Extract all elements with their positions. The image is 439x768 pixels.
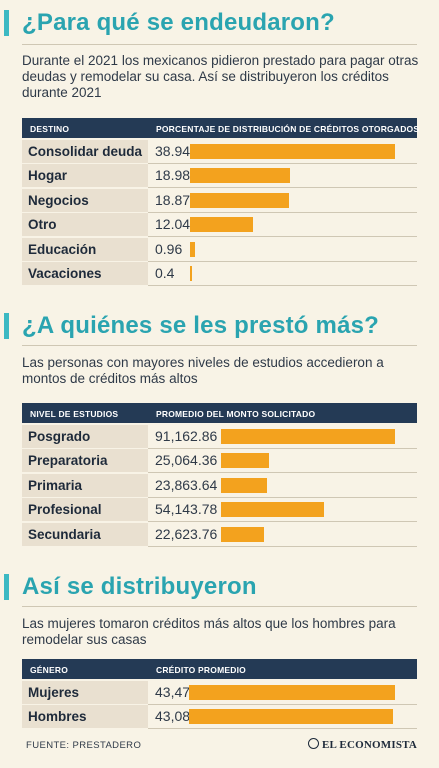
title-accent-1 bbox=[4, 10, 9, 36]
row-divider bbox=[148, 448, 417, 449]
row-value: 18.87 bbox=[155, 191, 191, 208]
table-row: Vacaciones 0.4 bbox=[22, 262, 417, 286]
section-2-description: Las personas con mayores niveles de estu… bbox=[22, 355, 384, 386]
row-label: Posgrado bbox=[22, 425, 148, 448]
row-divider bbox=[148, 496, 417, 498]
table-3-col2: Crédito promedio bbox=[156, 665, 246, 675]
table-1-header: Destino Porcentaje de distribución de cr… bbox=[22, 118, 420, 138]
title-rule-2 bbox=[22, 345, 417, 346]
bar bbox=[190, 241, 196, 257]
table-1-col2: Porcentaje de distribución de créditos o… bbox=[156, 124, 420, 134]
logo-mark-icon bbox=[308, 738, 319, 749]
row-divider bbox=[148, 728, 417, 730]
bar bbox=[190, 266, 193, 281]
row-divider bbox=[148, 472, 417, 474]
row-divider bbox=[148, 187, 417, 189]
row-label: Otro bbox=[22, 213, 148, 237]
title-accent-3 bbox=[4, 574, 9, 600]
table-row: Consolidar deuda 38.94 bbox=[22, 140, 417, 164]
row-divider bbox=[148, 211, 417, 213]
table-row: Hogar 18.98 bbox=[22, 164, 417, 189]
row-value: 0.96 bbox=[155, 240, 183, 257]
row-label: Profesional bbox=[22, 498, 148, 522]
row-value: 12.04 bbox=[155, 216, 191, 233]
bar bbox=[221, 477, 267, 493]
row-label: Secundaria bbox=[22, 522, 148, 546]
row-label: Consolidar deuda bbox=[22, 140, 148, 163]
section-3-description: Las mujeres tomaron créditos más altos q… bbox=[22, 616, 396, 647]
row-value: 0.4 bbox=[155, 265, 175, 281]
section-3-title: Así se distribuyeron bbox=[22, 573, 257, 600]
table-row: Hombres 43,088 bbox=[22, 705, 417, 730]
row-value: 25,064.36 bbox=[155, 452, 218, 469]
table-row: Profesional 54,143.78 bbox=[22, 498, 417, 523]
row-label: Vacaciones bbox=[22, 262, 148, 285]
table-row: Educación 0.96 bbox=[22, 237, 417, 262]
row-divider bbox=[148, 236, 417, 238]
bar bbox=[221, 429, 395, 444]
title-rule-3 bbox=[22, 606, 417, 607]
row-label: Mujeres bbox=[22, 681, 148, 704]
row-value: 38.94 bbox=[155, 143, 191, 159]
bar bbox=[190, 168, 290, 184]
row-value: 43,088 bbox=[155, 708, 198, 725]
row-value: 54,143.78 bbox=[155, 501, 218, 518]
table-row: Otro 12.04 bbox=[22, 213, 417, 238]
table-row: Secundaria 22,623.76 bbox=[22, 522, 417, 547]
table-2-header: Nivel de estudios Promedio del monto sol… bbox=[22, 403, 417, 423]
row-label: Hogar bbox=[22, 164, 148, 188]
row-divider bbox=[148, 545, 417, 547]
table-row: Primaria 23,863.64 bbox=[22, 473, 417, 498]
row-divider bbox=[148, 260, 417, 262]
row-label: Educación bbox=[22, 237, 148, 261]
row-divider bbox=[148, 521, 417, 523]
bar bbox=[221, 453, 269, 469]
bar bbox=[189, 709, 394, 725]
section-1-title: ¿Para qué se endeudaron? bbox=[22, 9, 335, 36]
table-3-header: Género Crédito promedio bbox=[22, 659, 417, 679]
table-row: Mujeres 43,476 bbox=[22, 681, 417, 705]
table-2-col2: Promedio del monto solicitado bbox=[156, 409, 316, 419]
table-row: Posgrado 91,162.86 bbox=[22, 425, 417, 449]
table-row: Negocios 18.87 bbox=[22, 188, 417, 213]
title-accent-2 bbox=[4, 313, 9, 339]
bar bbox=[190, 144, 395, 159]
row-value: 91,162.86 bbox=[155, 428, 218, 444]
row-label: Negocios bbox=[22, 188, 148, 212]
row-value: 22,623.76 bbox=[155, 525, 218, 542]
bar bbox=[190, 217, 254, 233]
row-divider bbox=[148, 704, 417, 705]
row-value: 43,476 bbox=[155, 684, 198, 700]
table-1-col1: Destino bbox=[30, 124, 70, 134]
row-divider bbox=[148, 285, 417, 286]
row-label: Hombres bbox=[22, 705, 148, 729]
table-row: Preparatoria 25,064.36 bbox=[22, 449, 417, 474]
title-rule-1 bbox=[22, 44, 417, 45]
table-3-col1: Género bbox=[30, 665, 69, 675]
row-label: Preparatoria bbox=[22, 449, 148, 473]
bar bbox=[221, 502, 325, 518]
logo-text: EL ECONOMISTA bbox=[322, 739, 417, 751]
section-1-description: Durante el 2021 los mexicanos pidieron p… bbox=[22, 53, 419, 100]
row-label: Primaria bbox=[22, 473, 148, 497]
bar bbox=[190, 192, 290, 208]
row-value: 23,863.64 bbox=[155, 476, 218, 493]
row-value: 18.98 bbox=[155, 167, 191, 184]
source-footer: FUENTE: PRESTADERO bbox=[26, 740, 142, 751]
bar bbox=[189, 685, 395, 700]
table-2-col1: Nivel de estudios bbox=[30, 409, 119, 419]
section-2-title: ¿A quiénes se les prestó más? bbox=[22, 312, 380, 339]
row-divider bbox=[148, 163, 417, 164]
bar bbox=[221, 526, 265, 542]
publisher-logo: EL ECONOMISTA bbox=[308, 738, 417, 751]
